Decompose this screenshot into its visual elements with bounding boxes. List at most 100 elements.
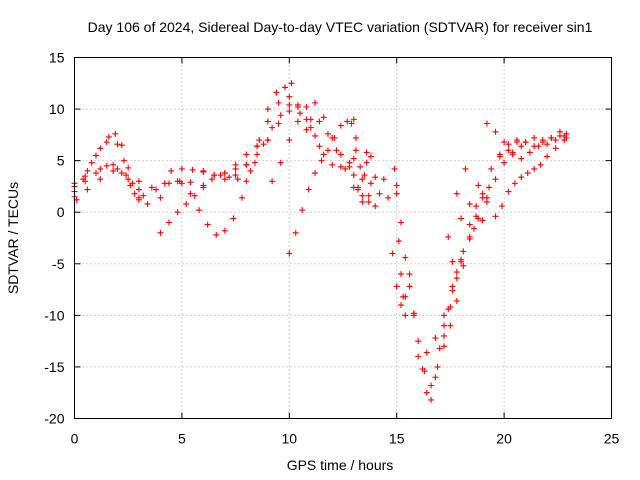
data-point <box>421 368 428 375</box>
data-point <box>365 198 372 205</box>
data-point <box>337 151 344 158</box>
y-tick-label: -15 <box>44 359 64 375</box>
data-point <box>312 170 319 177</box>
data-point <box>453 190 460 197</box>
data-point <box>402 254 409 261</box>
data-point <box>423 349 430 356</box>
data-point <box>367 180 374 187</box>
data-point <box>440 322 447 329</box>
data-point <box>449 287 456 294</box>
data-point <box>365 192 372 199</box>
data-point <box>200 184 207 191</box>
data-point <box>385 194 392 201</box>
data-point <box>140 192 147 199</box>
data-point <box>496 151 503 158</box>
data-point <box>531 134 538 141</box>
data-point <box>118 142 125 149</box>
data-point <box>402 312 409 319</box>
data-point <box>178 165 185 172</box>
data-point <box>230 215 237 222</box>
data-point <box>466 233 473 240</box>
data-point <box>103 139 110 146</box>
data-point <box>105 133 112 140</box>
data-point <box>544 153 551 160</box>
data-point <box>505 188 512 195</box>
data-point <box>458 258 465 265</box>
grid <box>74 57 612 419</box>
data-point <box>466 200 473 207</box>
data-point <box>350 155 357 162</box>
data-point <box>264 118 271 125</box>
data-point <box>331 134 338 141</box>
data-point <box>232 165 239 172</box>
data-point <box>320 151 327 158</box>
series-arc-24 <box>488 128 570 172</box>
series-arc-21 <box>423 143 525 356</box>
data-point <box>234 176 241 183</box>
data-point <box>498 203 505 210</box>
data-point <box>372 203 379 210</box>
x-axis-label: GPS time / hours <box>287 457 394 473</box>
data-point <box>125 176 132 183</box>
data-point <box>440 332 447 339</box>
data-point <box>324 130 331 137</box>
data-point <box>410 312 417 319</box>
series-arc-9 <box>200 93 310 183</box>
data-point <box>312 132 319 139</box>
data-point <box>513 137 520 144</box>
data-point <box>303 126 310 133</box>
data-point <box>348 120 355 127</box>
data-point <box>82 173 89 180</box>
data-point <box>466 221 473 228</box>
y-tick-label: 0 <box>57 204 65 220</box>
plot-frame <box>74 57 612 419</box>
y-tick-label: -10 <box>44 307 64 323</box>
data-point <box>217 172 224 179</box>
data-point <box>157 229 164 236</box>
data-point <box>84 167 91 174</box>
data-point <box>518 143 525 150</box>
data-point <box>361 172 368 179</box>
data-point <box>460 262 467 269</box>
data-point <box>359 198 366 205</box>
y-tick-label: -20 <box>44 411 64 427</box>
data-point <box>178 180 185 187</box>
data-point <box>243 151 250 158</box>
y-axis-label: SDTVAR / TECUs <box>5 182 21 294</box>
series-arc-13 <box>286 116 357 257</box>
data-point <box>501 159 508 166</box>
series-arc-11 <box>251 101 359 170</box>
data-point <box>324 147 331 154</box>
series-scatter-13to14 <box>348 120 374 205</box>
data-point <box>492 213 499 220</box>
data-point <box>153 186 160 193</box>
series-scatter-17to19 <box>445 165 490 265</box>
data-point <box>556 132 563 139</box>
data-point <box>282 84 289 91</box>
data-point <box>524 170 531 177</box>
x-tick-label: 15 <box>389 431 405 447</box>
data-point <box>397 219 404 226</box>
series-arc-7 <box>168 137 271 179</box>
data-point <box>342 165 349 172</box>
data-point <box>483 198 490 205</box>
x-tick-label: 20 <box>496 431 512 447</box>
data-point <box>294 118 301 125</box>
y-tick-label: 15 <box>49 50 65 66</box>
data-point <box>376 190 383 197</box>
data-point <box>462 165 469 172</box>
series-arc-17 <box>391 165 409 319</box>
data-point <box>318 157 325 164</box>
data-point <box>97 176 104 183</box>
data-point <box>264 137 271 144</box>
data-point <box>251 159 258 166</box>
data-point <box>286 137 293 144</box>
data-point <box>359 192 366 199</box>
data-point <box>161 180 168 187</box>
data-point <box>264 106 271 113</box>
data-point <box>337 163 344 170</box>
data-point <box>221 176 228 183</box>
data-point <box>393 283 400 290</box>
data-point <box>187 190 194 197</box>
data-point <box>344 118 351 125</box>
